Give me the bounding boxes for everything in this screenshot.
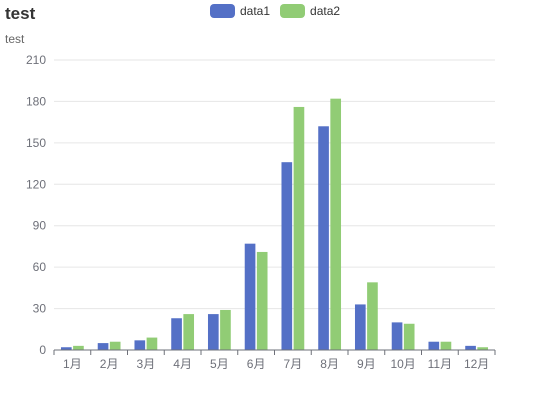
- bar-data1-2[interactable]: [97, 343, 109, 350]
- legend-label-data1: data1: [240, 4, 271, 18]
- y-tick-label: 0: [39, 343, 46, 357]
- legend-swatch-data1: [210, 4, 235, 18]
- bar-data2-5[interactable]: [220, 309, 231, 350]
- y-tick-label: 90: [33, 219, 47, 233]
- x-axis: 1月 2月 3月 4月 5月 6月 7月 8月 9月 10月 11月 12月: [53, 349, 496, 371]
- bar-data2-3[interactable]: [146, 337, 158, 350]
- bar-data1-9[interactable]: [354, 304, 366, 350]
- x-tick-label: 3月: [137, 357, 156, 371]
- y-tick-label: 150: [26, 136, 46, 150]
- chart-subtitle: test: [5, 32, 25, 46]
- y-axis-tick-labels: 0 30 60 90 120 150 180 210: [26, 53, 46, 357]
- grid-lines: [54, 59, 495, 310]
- bar-data1-1[interactable]: [60, 347, 72, 350]
- y-tick-label: 180: [26, 94, 46, 108]
- x-tick-label: 9月: [357, 357, 376, 371]
- bar-data1-11[interactable]: [428, 341, 440, 350]
- legend-label-data2: data2: [310, 4, 341, 18]
- bar-data2-4[interactable]: [183, 314, 195, 350]
- bar-data2-6[interactable]: [256, 251, 268, 350]
- bar-data2-8[interactable]: [330, 98, 342, 351]
- chart-title: test: [5, 4, 36, 23]
- bar-data1-12[interactable]: [465, 345, 476, 350]
- bar-data2-7[interactable]: [293, 106, 305, 350]
- bar-data2-9[interactable]: [367, 282, 378, 350]
- y-tick-label: 120: [26, 177, 46, 191]
- x-tick-label: 4月: [173, 357, 192, 371]
- x-tick-label: 6月: [247, 357, 266, 371]
- bar-data2-11[interactable]: [440, 341, 452, 350]
- x-tick-label: 2月: [100, 357, 119, 371]
- legend-item-data1[interactable]: data1: [210, 4, 270, 18]
- y-tick-label: 210: [26, 53, 46, 67]
- bar-data2-12[interactable]: [477, 347, 489, 350]
- bars: [60, 98, 489, 351]
- y-tick-label: 30: [33, 302, 47, 316]
- bar-data1-7[interactable]: [281, 162, 293, 350]
- x-tick-label: 7月: [284, 357, 303, 371]
- x-tick-label: 12月: [464, 357, 489, 371]
- x-tick-label: 5月: [210, 357, 229, 371]
- bar-data2-10[interactable]: [403, 323, 415, 350]
- y-tick-label: 60: [33, 260, 47, 274]
- bar-data1-4[interactable]: [171, 318, 182, 350]
- x-tick-label: 10月: [390, 357, 415, 371]
- bar-data2-1[interactable]: [73, 345, 84, 350]
- x-tick-label: 1月: [63, 357, 82, 371]
- x-tick-label: 11月: [428, 357, 452, 371]
- bar-data1-6[interactable]: [244, 243, 256, 350]
- bar-data2-2[interactable]: [109, 341, 121, 350]
- bar-data1-3[interactable]: [134, 340, 146, 350]
- bar-data1-8[interactable]: [318, 126, 329, 351]
- legend-swatch-data2: [280, 4, 306, 18]
- bar-data1-5[interactable]: [207, 314, 219, 350]
- x-tick-label: 8月: [320, 357, 339, 371]
- bar-data1-10[interactable]: [391, 322, 403, 350]
- legend: data1 data2: [210, 4, 340, 18]
- legend-item-data2[interactable]: data2: [280, 4, 340, 18]
